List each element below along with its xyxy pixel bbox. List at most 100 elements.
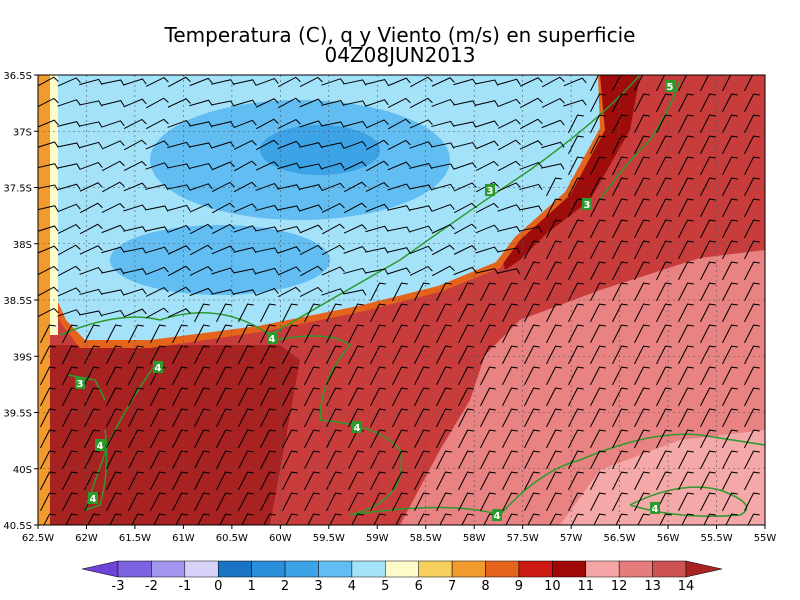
wind-barb [150, 324, 166, 344]
wind-barb [392, 429, 408, 449]
warm-core [38, 345, 300, 525]
wind-barb [255, 139, 279, 151]
colorbar-label: 12 [611, 579, 628, 594]
wind-barb [612, 219, 628, 239]
wind-barb [189, 266, 213, 276]
wind-barb [260, 345, 276, 365]
wind-barb [106, 450, 122, 470]
wind-barb [241, 513, 254, 525]
wind-barb [431, 183, 455, 191]
colorbar-label: -3 [112, 579, 125, 594]
x-tick-label: 55W [754, 533, 777, 544]
wind-barb [436, 408, 452, 428]
wind-barb [277, 97, 301, 109]
wind-barb [497, 139, 521, 151]
wind-barb [700, 156, 716, 176]
wind-barb [480, 429, 496, 449]
wind-barb [219, 513, 232, 525]
wind-barb [285, 513, 298, 525]
wind-barb [84, 387, 100, 407]
x-tick-label: 59.5W [313, 533, 345, 544]
wind-barb [189, 121, 213, 128]
wind-barb [524, 366, 540, 386]
wind-barb [722, 198, 738, 218]
wind-barb [189, 163, 213, 170]
wind-barb [84, 450, 100, 470]
wind-barb [172, 429, 188, 449]
wind-barb [502, 408, 518, 428]
wind-barb [84, 408, 100, 428]
colorbar-label: 5 [381, 579, 389, 594]
wind-barb [431, 244, 455, 256]
wind-barb [656, 114, 672, 134]
wind-barb [304, 366, 320, 386]
wind-barb [233, 119, 257, 129]
wind-barb [38, 225, 59, 232]
colorbar-box [318, 560, 353, 578]
wind-barb [678, 198, 694, 218]
wind-barb [678, 177, 694, 197]
wind-barb [189, 77, 213, 87]
wind-barb [238, 366, 254, 386]
wind-barb [62, 471, 78, 491]
colorbar-label: 8 [481, 579, 489, 594]
wind-barb [197, 513, 210, 525]
wind-barb [145, 307, 169, 319]
wind-barb [414, 303, 430, 323]
wind-barb [475, 140, 499, 150]
wind-barb [546, 261, 562, 281]
wind-barb [703, 513, 716, 525]
wind-barb [38, 205, 59, 212]
wind-barb [439, 513, 452, 525]
wind-barb [167, 204, 191, 212]
wind-barb [348, 471, 364, 491]
wind-barb [62, 492, 78, 512]
wind-barb [84, 324, 100, 344]
wind-barb [634, 177, 650, 197]
wind-barb [211, 121, 235, 128]
x-tick-label: 56W [657, 533, 680, 544]
colorbar-over [685, 560, 723, 578]
wind-barb [238, 303, 254, 323]
wind-barb [392, 345, 408, 365]
wind-barb [172, 450, 188, 470]
wind-barb [700, 240, 716, 260]
wind-barb [57, 309, 81, 317]
wind-barb [145, 246, 169, 254]
wind-barb [678, 366, 694, 386]
wind-barb [414, 429, 430, 449]
x-tick-label: 58.5W [410, 533, 442, 544]
wind-barb [238, 324, 254, 344]
wind-barb [524, 261, 540, 281]
wind-barb [590, 387, 606, 407]
wind-barb [700, 450, 716, 470]
wind-barb [480, 492, 496, 512]
wind-barb [744, 303, 760, 323]
wind-barb [233, 247, 257, 254]
colorbar-box [251, 560, 286, 578]
wind-barb [150, 387, 166, 407]
wind-barb [590, 240, 606, 260]
wind-barb [150, 471, 166, 491]
wind-barb [431, 265, 455, 277]
wind-barb [329, 513, 342, 525]
wind-barb [238, 471, 254, 491]
colorbar-box [385, 560, 419, 578]
wind-barb [321, 223, 345, 235]
wind-barb [79, 182, 103, 192]
wind-barb [612, 366, 628, 386]
x-tick-label: 62.5W [22, 533, 54, 544]
wind-barb [84, 471, 100, 491]
wind-barb [233, 99, 257, 107]
wind-barb [282, 303, 298, 323]
wind-barb [634, 303, 650, 323]
wind-barb [744, 198, 760, 218]
wind-barb [101, 79, 125, 86]
colorbar-box [184, 560, 219, 578]
wind-barb [211, 245, 235, 255]
wind-barb [549, 513, 562, 525]
wind-barb [321, 78, 345, 86]
wind-barb [79, 310, 103, 317]
colorbar-label: 2 [281, 579, 289, 594]
wind-barb [475, 268, 499, 275]
